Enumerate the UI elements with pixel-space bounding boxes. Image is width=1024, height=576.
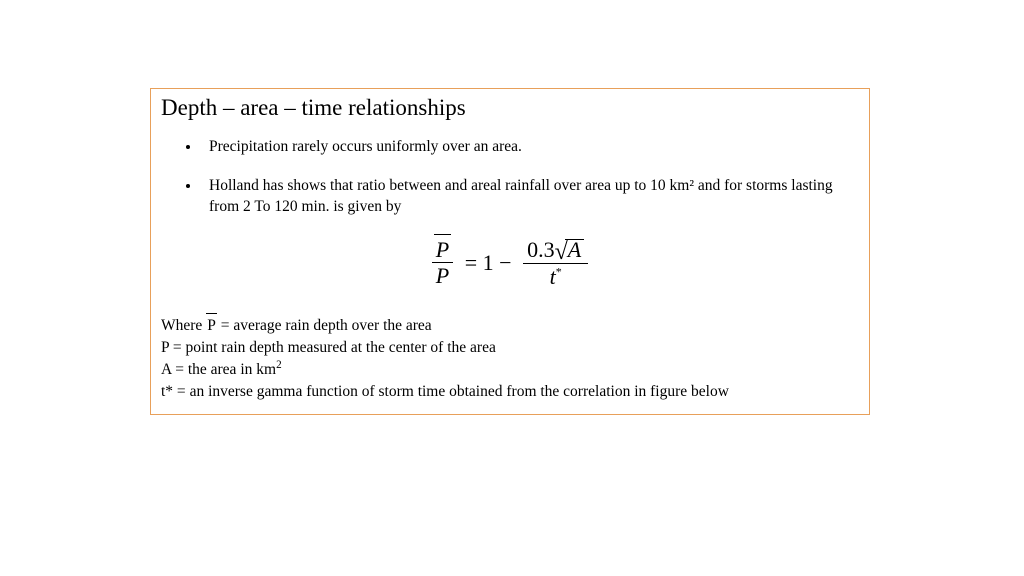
def-p: P = point rain depth measured at the cen… [161,338,859,359]
bullet-list: Precipitation rarely occurs uniformly ov… [161,137,859,218]
t-star-symbol: t* [550,264,562,289]
equals-one-minus: = 1 − [459,250,518,276]
formula: P P = 1 − 0.3√A t* [432,238,588,288]
def-t-star: t* = an inverse gamma function of storm … [161,382,859,403]
formula-region: P P = 1 − 0.3√A t* [161,238,859,288]
slide-title: Depth – area – time relationships [161,95,859,121]
list-item: Holland has shows that ratio between and… [201,176,859,218]
def-p-bar: Where P = average rain depth over the ar… [161,316,859,337]
p-bar-symbol: P [436,238,449,261]
coefficient: 0.3 [527,237,555,262]
fraction-right: 0.3√A t* [523,238,588,288]
p-symbol: P [432,263,453,287]
definitions-block: Where P = average rain depth over the ar… [161,316,859,403]
sqrt-a: √A [555,238,585,262]
slide-content-box: Depth – area – time relationships Precip… [150,88,870,415]
list-item: Precipitation rarely occurs uniformly ov… [201,137,859,158]
fraction-left: P P [432,238,453,287]
def-a: A = the area in km2 [161,360,859,381]
